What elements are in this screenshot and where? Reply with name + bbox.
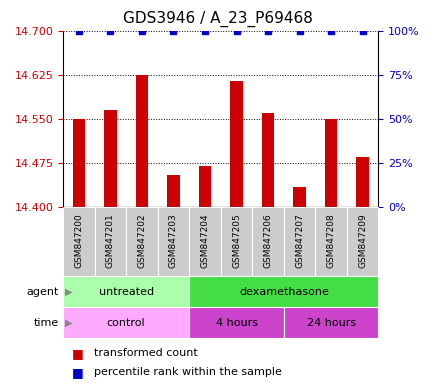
Bar (315, 207, 346, 276)
Text: agent: agent (26, 287, 59, 297)
Bar (283, 207, 315, 276)
Bar (346, 207, 378, 276)
Bar (189, 307, 283, 338)
Bar (293, 187, 305, 207)
Bar (324, 119, 337, 207)
Text: GSM847207: GSM847207 (294, 213, 303, 268)
Bar (63, 276, 189, 307)
Text: dexamethasone: dexamethasone (238, 287, 328, 297)
Text: GSM847209: GSM847209 (357, 213, 366, 268)
Text: GSM847205: GSM847205 (231, 213, 240, 268)
Bar (95, 207, 126, 276)
Bar (189, 207, 220, 276)
Text: control: control (107, 318, 145, 328)
Text: ▶: ▶ (65, 318, 72, 328)
Text: GSM847200: GSM847200 (74, 213, 83, 268)
Bar (104, 110, 116, 207)
Bar (63, 207, 95, 276)
Text: untreated: untreated (99, 287, 153, 297)
Text: GSM847203: GSM847203 (168, 213, 178, 268)
Text: ■: ■ (72, 366, 83, 379)
Text: time: time (33, 318, 59, 328)
Text: ▶: ▶ (65, 287, 72, 297)
Text: ■: ■ (72, 347, 83, 360)
Text: transformed count: transformed count (93, 348, 197, 358)
Text: percentile rank within the sample: percentile rank within the sample (93, 367, 281, 377)
Text: 4 hours: 4 hours (215, 318, 257, 328)
Text: 24 hours: 24 hours (306, 318, 355, 328)
Bar (126, 207, 157, 276)
Text: GSM847202: GSM847202 (137, 213, 146, 268)
Bar (230, 81, 242, 207)
Bar (189, 276, 378, 307)
Text: GSM847206: GSM847206 (263, 213, 272, 268)
Text: GSM847208: GSM847208 (326, 213, 335, 268)
Bar (220, 207, 252, 276)
Bar (135, 75, 148, 207)
Text: GDS3946 / A_23_P69468: GDS3946 / A_23_P69468 (122, 11, 312, 27)
Bar (261, 113, 274, 207)
Bar (283, 307, 378, 338)
Bar (63, 307, 189, 338)
Text: GSM847201: GSM847201 (105, 213, 115, 268)
Bar (198, 166, 211, 207)
Bar (72, 119, 85, 207)
Bar (355, 157, 368, 207)
Bar (252, 207, 283, 276)
Bar (167, 175, 179, 207)
Text: GSM847204: GSM847204 (200, 213, 209, 268)
Bar (157, 207, 189, 276)
